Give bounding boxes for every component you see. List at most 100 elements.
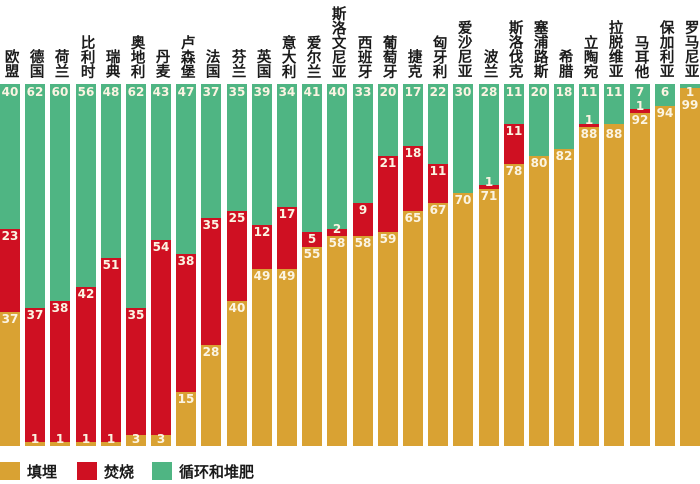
value-label-landfill: 82	[555, 149, 573, 164]
value-label-landfill: 70	[454, 192, 472, 207]
value-label-incineration: 1	[584, 113, 594, 128]
segment-landfill	[353, 236, 373, 446]
segment-landfill	[630, 112, 650, 446]
value-label-incineration: 21	[379, 156, 397, 171]
segment-landfill	[76, 442, 96, 446]
value-label-incineration: 54	[152, 239, 170, 254]
category-label: 意大利	[279, 34, 296, 79]
value-label-recycling-composting: 37	[202, 85, 220, 99]
category-label: 奥地利	[128, 34, 145, 79]
segment-landfill	[327, 236, 347, 446]
category-label: 捷克	[405, 49, 422, 78]
segment-landfill	[529, 156, 549, 446]
value-label-incineration: 37	[26, 308, 44, 323]
segment-landfill	[252, 268, 272, 446]
segment-landfill	[428, 203, 448, 446]
value-label-incineration: 42	[77, 286, 95, 301]
value-label-recycling-composting: 20	[530, 85, 548, 99]
segment-landfill	[302, 246, 322, 446]
segment-landfill	[453, 192, 473, 446]
value-label-landfill: 80	[530, 156, 548, 171]
segment-landfill	[479, 188, 499, 446]
value-label-landfill: 3	[156, 432, 166, 446]
category-label: 爱沙尼亚	[455, 20, 472, 78]
value-label-landfill: 28	[202, 344, 220, 359]
segment-landfill	[579, 127, 599, 446]
category-label: 芬兰	[229, 49, 246, 78]
legend-item-recycling-composting: 循环和堆肥	[152, 461, 254, 481]
value-label-recycling-composting: 47	[177, 85, 195, 99]
value-label-landfill: 88	[605, 127, 623, 142]
category-label: 希腊	[556, 49, 573, 78]
value-label-recycling-composting: 62	[26, 85, 44, 99]
value-label-recycling-composting: 40	[328, 85, 346, 99]
value-label-landfill: 49	[253, 268, 271, 283]
segment-incineration	[403, 145, 423, 211]
segment-landfill	[151, 435, 171, 446]
value-label-landfill: 40	[228, 301, 246, 316]
category-label: 斯洛文尼亚	[329, 5, 346, 79]
segment-incineration	[176, 254, 196, 392]
value-label-incineration: 1	[484, 174, 494, 189]
legend-swatch-recycling-composting	[152, 462, 172, 480]
category-label: 罗马尼亚	[682, 20, 699, 78]
segment-incineration	[126, 308, 146, 436]
segment-incineration	[201, 217, 221, 345]
value-label-recycling-composting: 30	[454, 85, 472, 99]
value-label-incineration: 5	[307, 232, 317, 247]
segment-recycling-composting	[428, 84, 448, 164]
category-label: 葡萄牙	[380, 34, 397, 79]
value-label-landfill: 58	[354, 236, 372, 251]
legend-item-incineration: 焚烧	[77, 461, 134, 481]
segment-incineration	[277, 207, 297, 269]
segment-recycling-composting	[201, 84, 221, 218]
segment-incineration	[151, 239, 171, 436]
segment-incineration	[378, 156, 398, 233]
value-label-recycling-composting: 43	[152, 85, 170, 99]
segment-recycling-composting	[504, 84, 524, 124]
segment-landfill	[378, 232, 398, 446]
legend-label-incineration: 焚烧	[104, 462, 135, 481]
segment-landfill	[655, 105, 675, 446]
segment-incineration	[479, 185, 499, 189]
segment-recycling-composting	[327, 84, 347, 229]
segment-incineration	[101, 257, 121, 443]
category-label: 德国	[27, 49, 44, 78]
value-label-incineration: 51	[102, 257, 120, 272]
segment-recycling-composting	[25, 84, 45, 309]
value-label-landfill: 3	[131, 432, 141, 446]
value-label-recycling-composting: 60	[51, 85, 69, 99]
value-label-recycling-composting: 62	[127, 85, 145, 99]
value-label-recycling-composting: 11	[580, 85, 598, 99]
legend-label-landfill: 填埋	[27, 462, 58, 481]
segment-incineration	[579, 123, 599, 128]
segment-recycling-composting	[151, 84, 171, 240]
segment-recycling-composting	[101, 84, 121, 258]
value-label-incineration: 12	[253, 225, 271, 240]
segment-landfill	[201, 344, 221, 446]
category-label: 爱尔兰	[304, 34, 321, 79]
segment-landfill	[0, 312, 20, 446]
value-label-incineration: 35	[202, 217, 220, 232]
value-label-landfill: 88	[580, 127, 598, 142]
segment-landfill	[126, 435, 146, 446]
segment-incineration	[227, 210, 247, 302]
segment-incineration	[76, 286, 96, 443]
segment-recycling-composting	[378, 84, 398, 157]
value-label-recycling-composting: 28	[480, 85, 498, 99]
value-label-recycling-composting: 18	[555, 85, 573, 99]
value-label-incineration: 23	[1, 228, 19, 243]
segment-incineration	[327, 228, 347, 237]
value-label-landfill: 71	[480, 188, 498, 203]
category-label: 比利时	[78, 34, 95, 79]
legend-label-recycling-composting: 循环和堆肥	[179, 462, 255, 481]
segment-landfill	[504, 163, 524, 446]
segment-recycling-composting	[453, 84, 473, 193]
legend-swatch-landfill	[0, 462, 20, 480]
category-label: 波兰	[481, 49, 498, 78]
value-label-recycling-composting: 22	[429, 85, 447, 99]
value-label-recycling-composting: 34	[278, 85, 296, 99]
category-label: 卢森堡	[178, 34, 195, 79]
segment-landfill	[604, 123, 624, 128]
category-label: 丹麦	[153, 49, 170, 78]
